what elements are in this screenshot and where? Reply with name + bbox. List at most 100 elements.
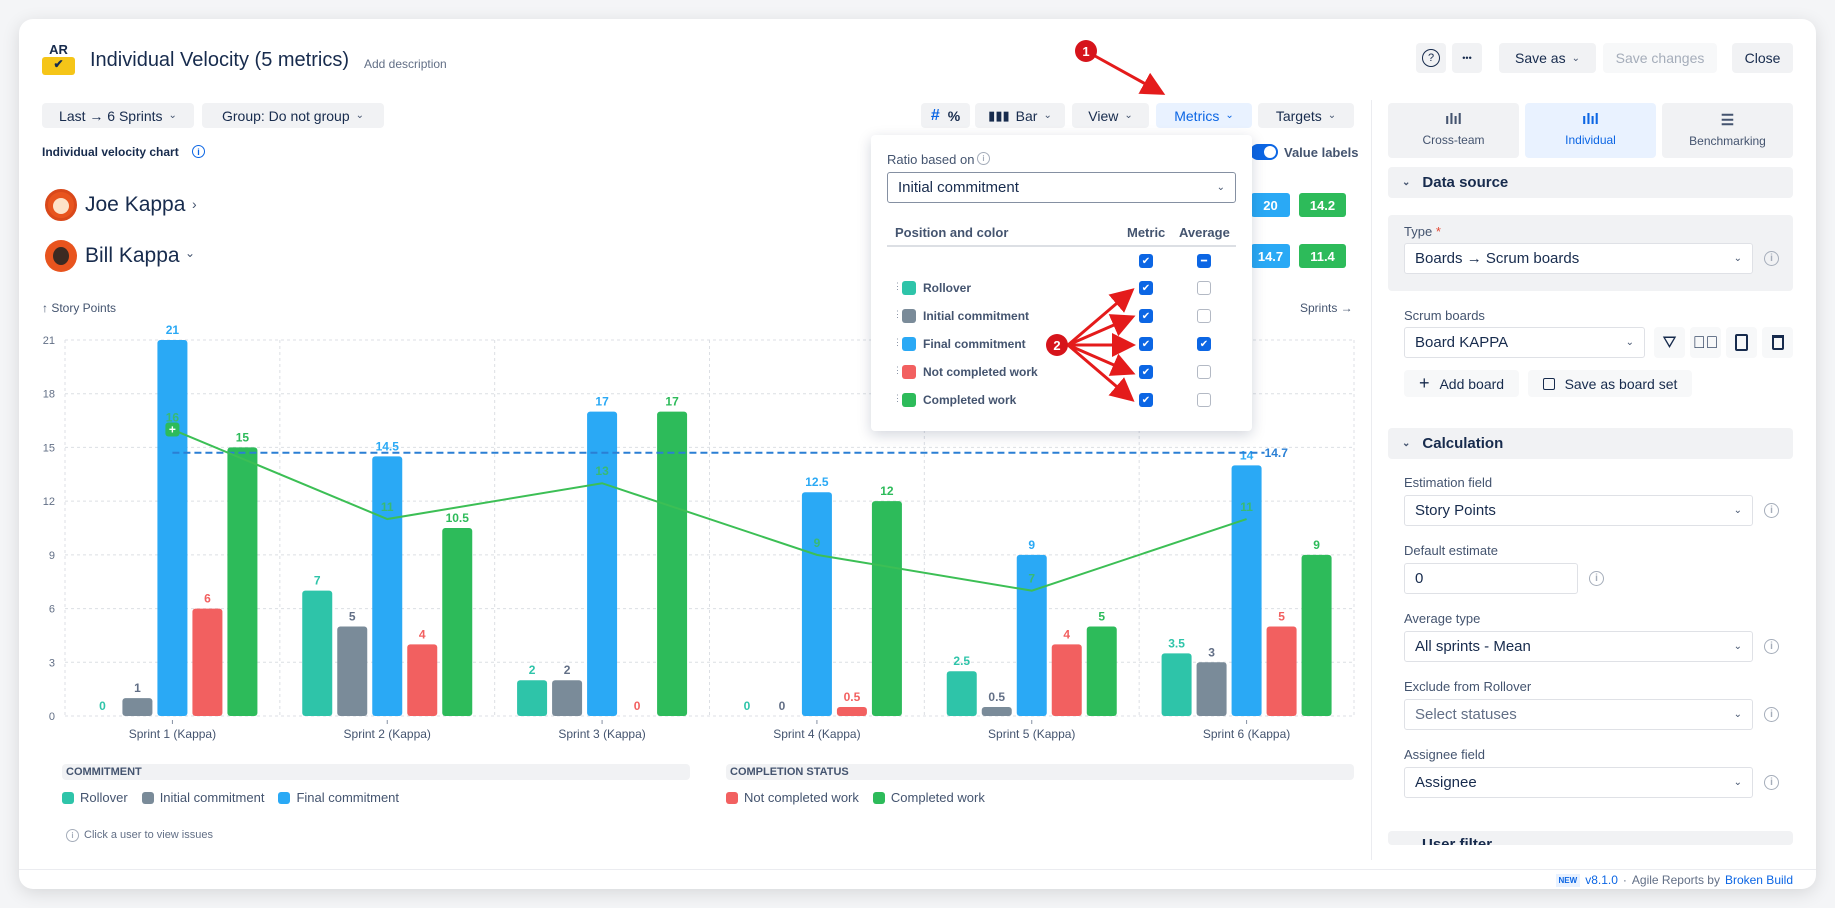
metric-checkbox[interactable]: ✔	[1139, 393, 1153, 407]
bar-not-completed-work[interactable]	[1266, 626, 1297, 716]
info-icon[interactable]: i	[1764, 503, 1779, 518]
default-estimate-input[interactable]: 0	[1404, 563, 1578, 594]
bar-initial-commitment[interactable]	[552, 680, 583, 716]
data-source-section[interactable]: ⌄ Data source	[1388, 167, 1793, 198]
bar-final-commitment[interactable]	[157, 340, 188, 716]
bar-completed-work[interactable]	[657, 411, 688, 716]
color-swatch[interactable]	[902, 365, 916, 379]
user-name-joe[interactable]: Joe Kappa	[85, 193, 186, 216]
save-as-button[interactable]: Save as ⌄	[1499, 43, 1596, 73]
color-swatch[interactable]	[902, 281, 916, 295]
group-dropdown[interactable]: Group: Do not group ⌄	[202, 103, 384, 128]
bar-not-completed-work[interactable]	[836, 707, 867, 716]
info-icon[interactable]: i	[192, 145, 205, 158]
drag-handle-icon[interactable]: ⋮⋮	[893, 337, 908, 347]
metric-checkbox[interactable]: ✔	[1139, 281, 1153, 295]
bar-final-commitment[interactable]	[1231, 465, 1262, 716]
verify-button[interactable]: ✓⃝	[1690, 327, 1721, 358]
info-icon[interactable]: i	[1764, 639, 1779, 654]
legend-item[interactable]: Final commitment	[278, 790, 399, 805]
ratio-select[interactable]: Initial commitment ⌄	[887, 172, 1236, 203]
brand-link[interactable]: Broken Build	[1724, 873, 1793, 887]
user-avatar[interactable]	[45, 240, 77, 272]
bar-rollover[interactable]	[946, 671, 977, 716]
legend-item[interactable]: Initial commitment	[141, 790, 264, 805]
bar-not-completed-work[interactable]	[407, 644, 438, 716]
average-checkbox[interactable]: ✔	[1197, 337, 1211, 351]
percent-icon[interactable]: %	[947, 107, 961, 124]
metric-checkbox[interactable]: ✔	[1139, 309, 1153, 323]
scrum-boards-select[interactable]: Board KAPPA ⌄	[1404, 327, 1645, 358]
calculator-button[interactable]	[1726, 327, 1757, 358]
bar-initial-commitment[interactable]	[981, 707, 1012, 716]
legend-item[interactable]: Completed work	[872, 790, 985, 805]
metric-checkbox[interactable]: ✔	[1139, 337, 1153, 351]
info-icon[interactable]: i	[1764, 251, 1779, 266]
chevron-right-icon[interactable]: ›	[192, 196, 197, 212]
bar-final-commitment[interactable]	[801, 492, 832, 716]
color-swatch[interactable]	[902, 337, 916, 351]
help-button[interactable]: ?	[1416, 43, 1446, 73]
tab-cross-team[interactable]: ılıl Cross-team	[1388, 103, 1519, 158]
bar-final-commitment[interactable]	[1016, 554, 1047, 716]
bar-rollover[interactable]	[1161, 653, 1192, 716]
calculation-section[interactable]: ⌄ Calculation	[1388, 428, 1793, 459]
delete-button[interactable]	[1762, 327, 1793, 358]
save-board-set-button[interactable]: Save as board set	[1528, 370, 1692, 397]
drag-handle-icon[interactable]: ⋮⋮	[893, 365, 908, 375]
bar-initial-commitment[interactable]	[1196, 662, 1227, 716]
bar-completed-work[interactable]	[1301, 554, 1332, 716]
average-checkbox[interactable]	[1197, 281, 1211, 295]
legend-item[interactable]: Not completed work	[726, 790, 859, 805]
exclude-rollover-select[interactable]: Select statuses ⌄	[1404, 699, 1753, 730]
select-all-average-checkbox[interactable]: ━	[1197, 254, 1211, 268]
targets-dropdown[interactable]: Targets ⌄	[1258, 103, 1354, 128]
bar-not-completed-work[interactable]	[1051, 644, 1082, 716]
add-board-button[interactable]: + Add board	[1404, 370, 1519, 397]
number-percent-toggle[interactable]: #%	[921, 103, 970, 128]
more-button[interactable]: •••	[1452, 43, 1482, 73]
legend-item[interactable]: Rollover	[62, 790, 128, 805]
bar-rollover[interactable]	[302, 590, 333, 716]
assignee-field-select[interactable]: Assignee ⌄	[1404, 767, 1753, 798]
bar-not-completed-work[interactable]	[192, 608, 223, 716]
chart-type-dropdown[interactable]: ▮▮▮ Bar ⌄	[975, 103, 1065, 128]
user-name-bill[interactable]: Bill Kappa	[85, 244, 180, 267]
filter-button[interactable]: ⛛	[1654, 327, 1685, 358]
bar-completed-work[interactable]	[442, 528, 473, 716]
drag-handle-icon[interactable]: ⋮⋮	[893, 393, 908, 403]
bar-initial-commitment[interactable]	[122, 698, 153, 716]
bar-initial-commitment[interactable]	[337, 626, 368, 716]
save-changes-button[interactable]: Save changes	[1603, 43, 1717, 73]
type-select[interactable]: Boards → Scrum boards ⌄	[1404, 243, 1753, 274]
info-icon[interactable]: i	[1589, 571, 1604, 586]
tab-benchmarking[interactable]: ☰ Benchmarking	[1662, 103, 1793, 158]
bar-final-commitment[interactable]	[587, 411, 618, 716]
bar-rollover[interactable]	[517, 680, 548, 716]
user-filter-section[interactable]: User filter	[1388, 831, 1793, 845]
add-point-icon[interactable]	[165, 422, 180, 437]
drag-handle-icon[interactable]: ⋮⋮	[893, 281, 908, 291]
info-icon[interactable]: i	[1764, 775, 1779, 790]
average-type-select[interactable]: All sprints - Mean ⌄	[1404, 631, 1753, 662]
bar-completed-work[interactable]	[871, 501, 902, 716]
user-avatar[interactable]	[45, 189, 77, 221]
bar-final-commitment[interactable]	[372, 456, 403, 716]
view-dropdown[interactable]: View ⌄	[1072, 103, 1149, 128]
version-link[interactable]: v8.1.0	[1585, 873, 1618, 887]
metrics-dropdown[interactable]: Metrics ⌄	[1156, 103, 1252, 128]
bar-completed-work[interactable]	[1086, 626, 1117, 716]
chevron-down-icon[interactable]: ⌄	[185, 246, 196, 260]
hash-icon[interactable]: #	[930, 106, 940, 124]
metric-checkbox[interactable]: ✔	[1139, 365, 1153, 379]
bar-completed-work[interactable]	[227, 447, 258, 716]
value-labels-toggle[interactable]	[1250, 144, 1278, 160]
close-button[interactable]: Close	[1732, 43, 1793, 73]
info-icon[interactable]: i	[977, 152, 990, 165]
info-icon[interactable]: i	[1764, 707, 1779, 722]
sprint-range-dropdown[interactable]: Last → 6 Sprints ⌄	[42, 103, 194, 128]
tab-individual[interactable]: ılıl Individual	[1525, 103, 1656, 158]
color-swatch[interactable]	[902, 393, 916, 407]
estimation-select[interactable]: Story Points ⌄	[1404, 495, 1753, 526]
average-checkbox[interactable]	[1197, 393, 1211, 407]
